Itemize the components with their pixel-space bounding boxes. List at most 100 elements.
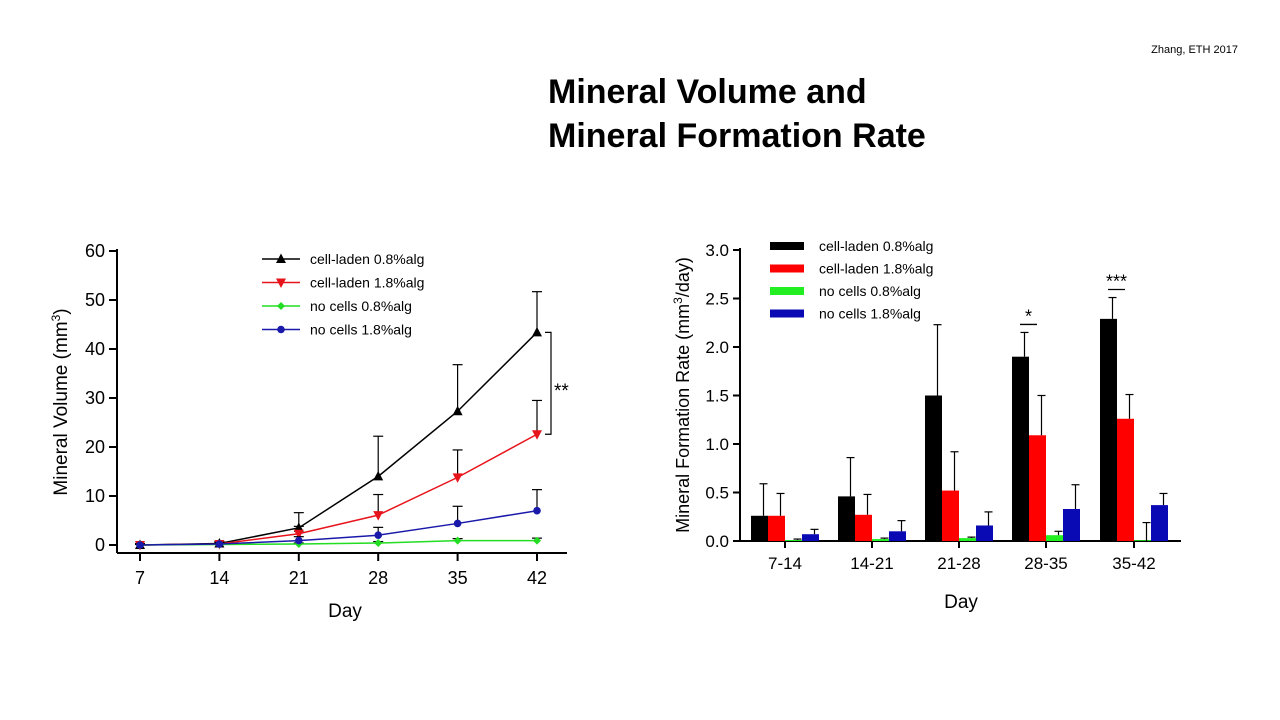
bar — [1046, 535, 1063, 541]
data-point — [373, 511, 384, 521]
data-point — [533, 506, 541, 515]
data-point — [374, 539, 383, 548]
line-chart: 0 10 20 30 40 50 60 7 14 21 28 35 42 Day Mineral Volum… — [49, 241, 569, 622]
legend-marker — [276, 253, 286, 263]
legend-label: cell-laden 1.8%alg — [310, 275, 424, 291]
bar-series-1 — [768, 393, 1134, 541]
legend-label: no cells 0.8%alg — [819, 283, 921, 299]
bar — [1100, 318, 1117, 541]
bar — [1012, 356, 1029, 541]
x-tick-label: 28-35 — [1024, 554, 1067, 573]
legend-label: no cells 0.8%alg — [310, 298, 412, 314]
data-point — [215, 540, 224, 548]
x-tick-label: 14 — [209, 568, 229, 588]
bar — [976, 525, 993, 541]
significance-label: *** — [1106, 272, 1127, 292]
bar-series-2 — [785, 521, 1151, 541]
slide-title-line-2: Mineral Formation Rate — [548, 117, 926, 155]
y-tick-label: 1.5 — [705, 387, 729, 406]
x-tick-label: 7-14 — [768, 554, 802, 573]
y-tick-label: 3.0 — [705, 241, 729, 260]
data-point — [532, 430, 542, 440]
bar — [1117, 418, 1134, 541]
data-point — [452, 473, 463, 483]
x-tick-label: 35-42 — [1112, 554, 1155, 573]
x-axis-label: Day — [944, 592, 978, 613]
series-3 — [135, 489, 542, 549]
data-point — [533, 536, 541, 545]
y-tick-label: 10 — [85, 486, 105, 506]
x-tick-label: 21-28 — [937, 554, 980, 573]
y-tick-label: 20 — [85, 437, 105, 457]
bar — [942, 490, 959, 541]
data-point — [374, 531, 383, 539]
x-tick-label: 35 — [448, 568, 468, 588]
data-point — [453, 519, 462, 528]
slide-title-line-1: Mineral Volume and — [548, 73, 867, 111]
y-tick-label: 60 — [85, 241, 105, 261]
data-point — [532, 326, 542, 337]
legend-swatch — [770, 309, 804, 318]
series-line — [139, 331, 538, 546]
bar — [785, 540, 802, 541]
x-tick-label: 7 — [135, 568, 145, 588]
x-tick-label: 28 — [368, 568, 388, 588]
bar — [1063, 508, 1080, 541]
bar-series-0 — [751, 296, 1117, 541]
bar — [872, 539, 889, 541]
bar — [1134, 540, 1151, 541]
citation: Zhang, ETH 2017 — [1151, 44, 1238, 56]
bar — [802, 534, 819, 541]
significance-label: * — [1025, 306, 1032, 326]
legend-swatch — [770, 264, 804, 273]
significance-bracket — [545, 331, 552, 435]
y-tick-label: 50 — [85, 290, 105, 310]
legend-marker — [276, 278, 286, 288]
legend-marker — [277, 302, 285, 310]
data-point — [295, 536, 303, 545]
x-tick-label: 14-21 — [850, 554, 893, 573]
legend-label: cell-laden 1.8%alg — [819, 261, 933, 277]
legend-label: cell-laden 0.8%alg — [310, 251, 424, 267]
legend-marker — [277, 325, 285, 334]
x-tick-label: 21 — [289, 568, 309, 588]
series-line — [139, 433, 538, 546]
legend-swatch — [770, 287, 804, 295]
y-tick-label: 40 — [85, 339, 105, 359]
data-point — [293, 529, 304, 540]
legend-label: no cells 1.8%alg — [819, 306, 921, 322]
y-tick-label: 2.5 — [705, 290, 729, 309]
y-tick-label: 0.0 — [705, 532, 729, 551]
y-tick-label: 2.0 — [705, 338, 729, 357]
significance-label: ** — [554, 381, 569, 402]
data-point — [136, 541, 144, 549]
legend-swatch — [770, 242, 804, 250]
y-axis-label: Mineral Volume (mm3) — [49, 308, 72, 495]
y-tick-label: 30 — [85, 388, 105, 408]
bar — [768, 515, 785, 541]
legend-label: cell-laden 0.8%alg — [819, 238, 933, 254]
data-point — [373, 470, 384, 481]
data-point — [453, 536, 462, 545]
y-tick-label: 0.5 — [705, 484, 729, 503]
x-tick-label: 42 — [527, 568, 547, 588]
bar-chart: 0.0 0.5 1.0 1.5 2.0 2.5 3.0 7-14 14-21 21-28 28-35… — [671, 238, 1181, 613]
x-axis-label: Day — [328, 601, 362, 622]
bar — [959, 538, 976, 541]
bar-series-3 — [802, 484, 1168, 541]
y-tick-label: 0 — [95, 535, 105, 555]
bar — [1029, 435, 1046, 541]
series-line — [139, 509, 538, 546]
y-tick-label: 1.0 — [705, 435, 729, 454]
bar — [889, 531, 906, 541]
legend-label: no cells 1.8%alg — [310, 322, 412, 338]
series-1 — [135, 399, 542, 551]
bar — [838, 496, 855, 541]
bar — [751, 515, 768, 541]
slide-title: Mineral Volume and Mineral Formation Rat… — [548, 70, 926, 158]
bar — [1151, 505, 1168, 541]
bar — [855, 514, 872, 541]
y-axis-label: Mineral Formation Rate (mm3/day) — [671, 257, 693, 533]
data-point — [452, 405, 463, 416]
